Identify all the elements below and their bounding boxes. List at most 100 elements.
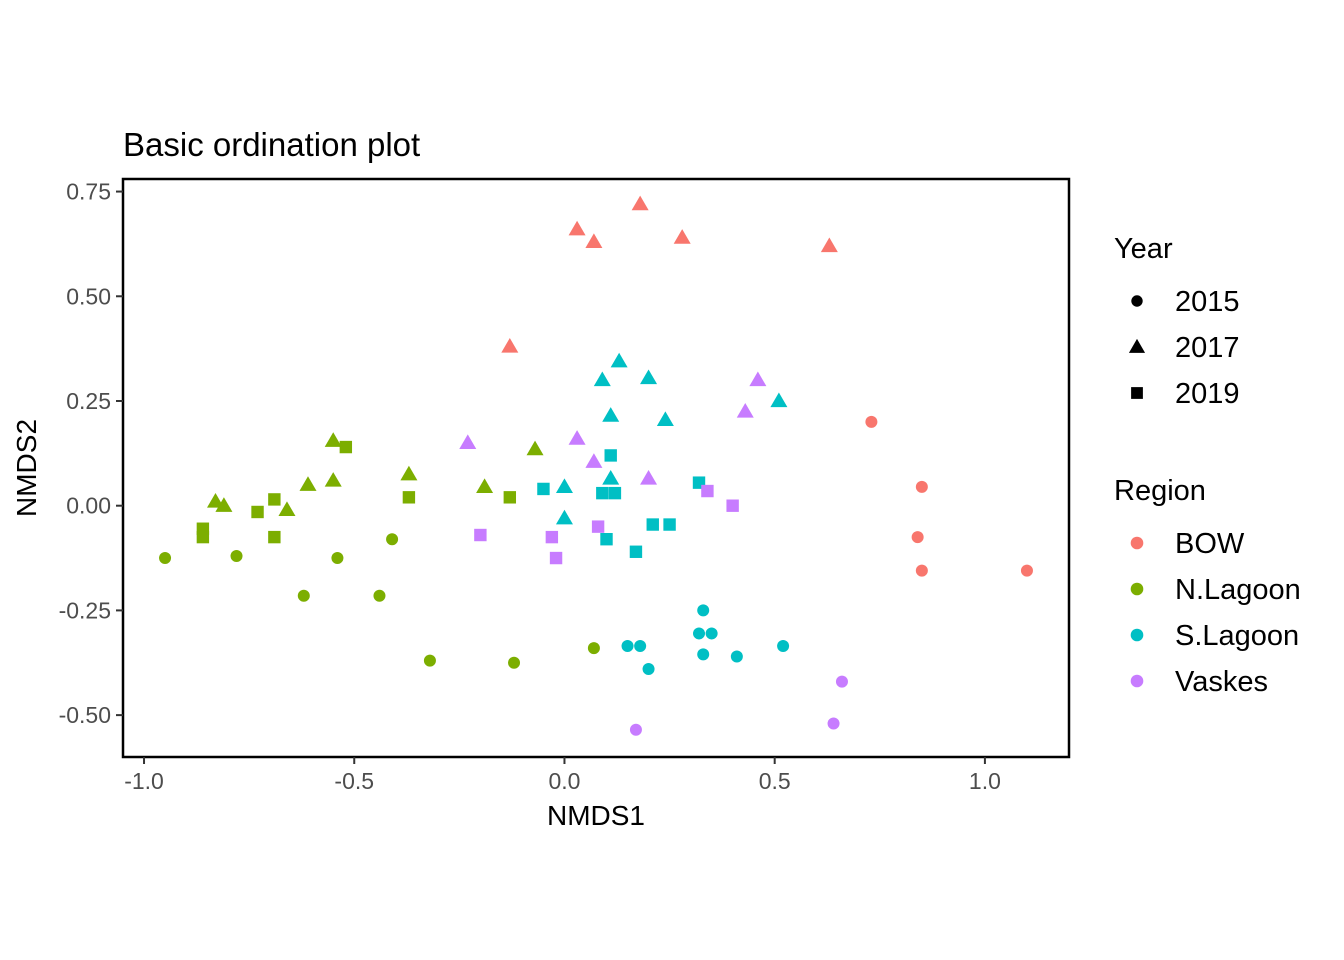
data-point <box>697 648 710 661</box>
legend-year-key <box>1131 295 1143 307</box>
data-point <box>701 484 714 498</box>
data-point <box>602 469 620 485</box>
data-point <box>777 640 790 653</box>
data-point <box>697 604 710 617</box>
data-point <box>730 650 743 663</box>
data-point <box>206 493 224 508</box>
data-point <box>608 486 622 500</box>
data-point <box>537 482 550 496</box>
data-point <box>593 371 611 387</box>
data-point <box>663 518 676 531</box>
chart-title: Basic ordination plot <box>123 126 420 163</box>
data-point <box>634 640 647 653</box>
data-point <box>585 233 603 248</box>
x-tick-label: 1.0 <box>969 768 1001 794</box>
data-point <box>642 663 655 676</box>
data-point <box>915 564 928 577</box>
plot-area <box>121 177 1071 759</box>
data-point <box>568 220 586 236</box>
data-point <box>820 237 838 253</box>
data-point <box>587 642 600 655</box>
legend-region-label: BOW <box>1175 528 1245 560</box>
data-point <box>749 371 767 387</box>
data-point <box>555 509 573 525</box>
y-tick-label: 0.50 <box>66 283 111 309</box>
data-point <box>331 552 344 565</box>
data-point <box>585 453 603 468</box>
legend-year-title: Year <box>1114 233 1173 265</box>
legend-year-label: 2019 <box>1175 378 1240 410</box>
data-point <box>159 552 172 565</box>
legend-region-title: Region <box>1114 475 1206 507</box>
data-point <box>373 589 386 602</box>
data-point <box>631 195 649 211</box>
legend-region-label: S.Lagoon <box>1175 620 1299 652</box>
data-point <box>508 656 521 669</box>
data-point <box>545 530 559 544</box>
data-point <box>386 533 399 546</box>
data-point <box>693 627 706 640</box>
legend-region-label: N.Lagoon <box>1175 574 1301 606</box>
x-tick-label: -1.0 <box>124 768 164 794</box>
data-point <box>610 352 628 368</box>
y-tick-label: -0.25 <box>59 597 111 623</box>
data-point <box>736 402 754 418</box>
y-tick-label: 0.00 <box>66 493 111 519</box>
legend-region-key <box>1130 674 1144 688</box>
data-point <box>865 415 878 428</box>
data-point <box>474 528 487 542</box>
legend-year-key <box>1128 338 1146 353</box>
data-point <box>656 411 674 426</box>
data-point <box>402 491 416 504</box>
data-point <box>423 654 436 667</box>
data-point <box>827 717 840 730</box>
data-point <box>591 520 605 533</box>
x-axis-title: NMDS1 <box>547 800 645 831</box>
data-point <box>230 549 243 562</box>
legend-year: Year 2015 2017 2019 <box>1114 233 1240 410</box>
legend-region-key <box>1130 582 1144 596</box>
plot-panel <box>121 177 1071 759</box>
data-point <box>915 480 928 493</box>
points-layer <box>159 195 1033 736</box>
data-point <box>705 627 718 640</box>
data-point <box>503 491 517 504</box>
data-point <box>640 469 658 485</box>
data-point <box>726 499 739 512</box>
legend-year-label: 2017 <box>1175 332 1240 364</box>
legend-region-label: Vaskes <box>1175 666 1268 698</box>
data-point <box>621 640 634 653</box>
data-point <box>835 675 848 688</box>
data-point <box>278 501 296 517</box>
data-point <box>268 530 281 544</box>
data-point <box>268 493 281 506</box>
y-tick-label: 0.25 <box>66 388 111 414</box>
data-point <box>646 518 659 531</box>
y-axis-title: NMDS2 <box>11 419 42 517</box>
x-tick-label: -0.5 <box>334 768 374 794</box>
data-point <box>215 497 233 512</box>
legend-year-key <box>1131 387 1143 399</box>
data-point <box>459 434 477 449</box>
data-point <box>604 449 617 462</box>
legend-region-key <box>1130 536 1144 550</box>
y-tick-label: 0.75 <box>66 179 111 205</box>
data-point <box>196 530 210 544</box>
data-point <box>299 476 317 491</box>
x-axis: -1.0 -0.5 0.0 0.5 1.0 <box>124 757 1001 794</box>
data-point <box>770 392 788 408</box>
data-point <box>1020 564 1033 577</box>
data-point <box>602 407 620 422</box>
data-point <box>911 531 924 544</box>
data-point <box>640 369 658 385</box>
data-point <box>339 440 353 454</box>
data-point <box>297 589 310 602</box>
data-point <box>600 533 613 546</box>
data-point <box>549 551 563 565</box>
x-tick-label: 0.5 <box>759 768 791 794</box>
data-point <box>596 486 609 500</box>
data-point <box>673 229 691 244</box>
x-tick-label: 0.0 <box>548 768 580 794</box>
data-point <box>568 430 586 445</box>
